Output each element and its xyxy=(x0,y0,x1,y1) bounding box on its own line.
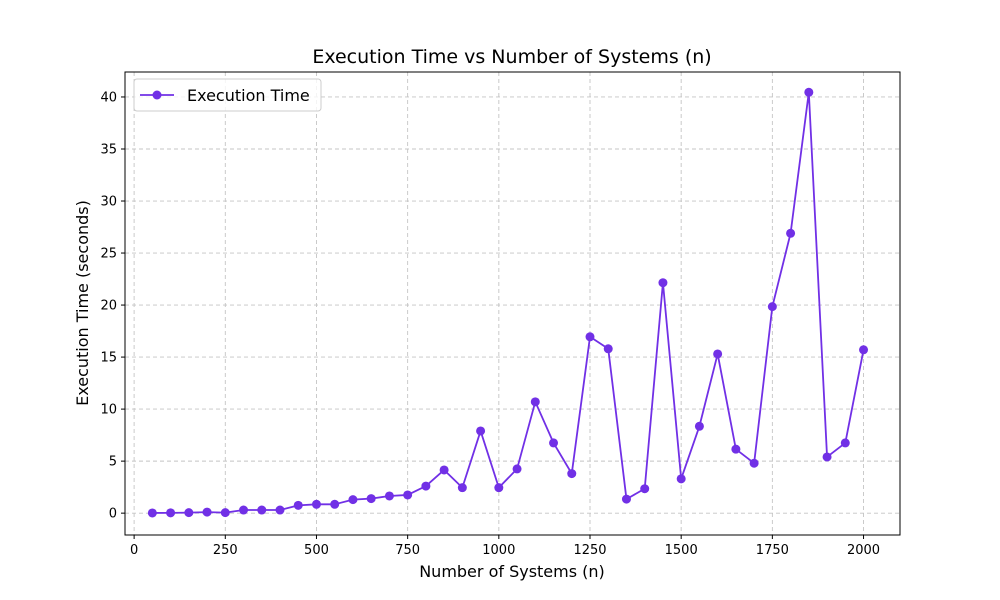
data-point xyxy=(202,507,212,517)
y-tick-label: 5 xyxy=(109,455,117,470)
data-point xyxy=(822,452,832,462)
data-point xyxy=(366,494,376,504)
x-tick-label: 1500 xyxy=(665,543,698,558)
data-point xyxy=(257,505,267,515)
data-point xyxy=(658,278,668,288)
data-point xyxy=(293,500,303,510)
y-tick-label: 20 xyxy=(100,299,117,314)
data-point xyxy=(530,397,540,407)
data-point xyxy=(184,508,194,518)
series-layer xyxy=(147,87,869,518)
data-point xyxy=(585,332,595,342)
data-point xyxy=(348,495,358,505)
data-point xyxy=(439,465,449,475)
legend-box xyxy=(133,78,322,112)
data-point xyxy=(457,483,467,493)
data-point xyxy=(621,494,631,504)
y-tick-label: 30 xyxy=(100,195,117,210)
data-point xyxy=(859,345,869,355)
chart-title: Execution Time vs Number of Systems (n) xyxy=(312,46,711,68)
ticks-layer: 0 250 500 750 1000 1250 1500 1750 2000 0 5 10 15 20 25… xyxy=(100,90,880,558)
legend: Execution Time xyxy=(133,78,322,112)
x-tick-label: 750 xyxy=(395,543,420,558)
x-tick-label: 0 xyxy=(130,543,138,558)
data-point xyxy=(275,505,285,515)
data-point xyxy=(694,421,704,431)
data-point xyxy=(640,484,650,494)
grid-layer xyxy=(125,72,900,535)
x-tick-label: 1250 xyxy=(573,543,606,558)
data-point xyxy=(403,490,413,500)
data-point xyxy=(786,228,796,238)
y-tick-label: 25 xyxy=(100,247,117,262)
x-axis-label: Number of Systems (n) xyxy=(419,562,605,581)
x-tick-label: 1750 xyxy=(756,543,789,558)
data-point xyxy=(311,499,321,509)
data-point xyxy=(384,491,394,501)
data-point xyxy=(840,438,850,448)
data-point xyxy=(567,469,577,479)
y-axis-label: Execution Time (seconds) xyxy=(73,200,92,406)
data-point xyxy=(676,474,686,484)
y-tick-label: 15 xyxy=(100,351,117,366)
plot-frame xyxy=(124,71,901,536)
data-point xyxy=(549,438,559,448)
x-tick-label: 1000 xyxy=(482,543,515,558)
legend-label-execution-time: Execution Time xyxy=(187,86,310,105)
data-point xyxy=(804,87,814,97)
data-point xyxy=(220,508,230,518)
data-point xyxy=(330,499,340,509)
x-tick-label: 500 xyxy=(304,543,329,558)
legend-marker-swatch xyxy=(152,90,162,100)
data-point xyxy=(512,464,522,474)
data-point xyxy=(239,505,249,515)
data-point xyxy=(494,483,504,493)
data-point xyxy=(767,302,777,312)
data-point xyxy=(166,508,176,518)
data-point xyxy=(749,458,759,468)
data-point xyxy=(603,344,613,354)
y-tick-label: 10 xyxy=(100,403,117,418)
y-tick-label: 35 xyxy=(100,142,117,157)
data-point xyxy=(476,426,486,436)
data-point xyxy=(421,481,431,491)
data-point xyxy=(147,508,157,518)
x-tick-label: 250 xyxy=(213,543,238,558)
y-tick-label: 0 xyxy=(109,507,117,522)
data-point xyxy=(713,349,723,359)
data-point xyxy=(731,444,741,454)
x-tick-label: 2000 xyxy=(847,543,880,558)
series-line xyxy=(152,91,865,514)
y-tick-label: 40 xyxy=(100,90,117,105)
